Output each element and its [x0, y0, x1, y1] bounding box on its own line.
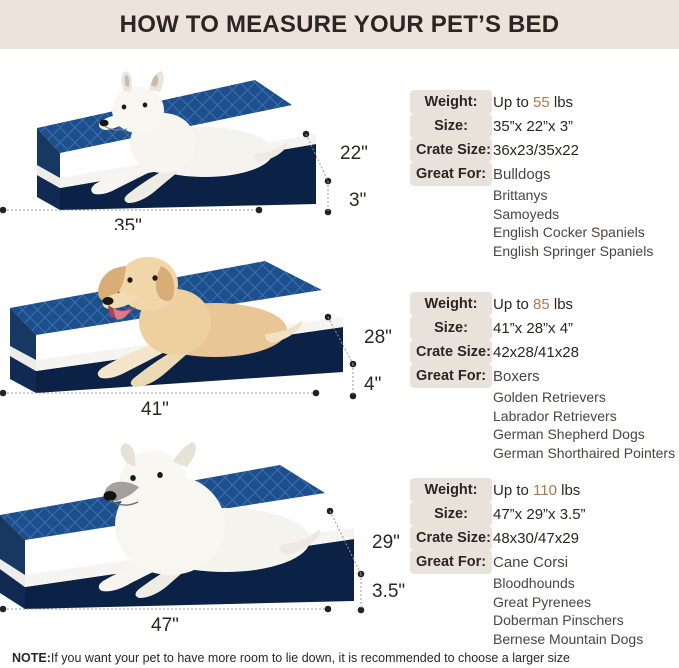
svg-text:4": 4" — [364, 374, 381, 395]
svg-text:47": 47" — [151, 615, 179, 636]
svg-text:28": 28" — [364, 327, 392, 348]
svg-text:29": 29" — [372, 532, 400, 553]
svg-text:3.5": 3.5" — [372, 581, 405, 602]
svg-text:22": 22" — [340, 143, 368, 164]
svg-text:35": 35" — [114, 216, 142, 230]
svg-text:41": 41" — [141, 399, 169, 420]
svg-text:3": 3" — [349, 190, 366, 211]
